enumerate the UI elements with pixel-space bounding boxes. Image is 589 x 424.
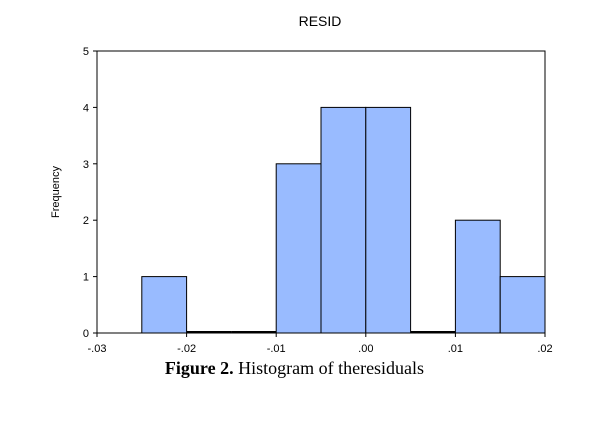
- y-axis: 0 1 2 3 4 5: [83, 46, 97, 340]
- histogram-chart: RESID Frequency 0 1 2 3 4 5 -.03 -.02 -.01 .00 .0…: [50, 13, 553, 355]
- y-tick-label: 3: [83, 159, 89, 171]
- caption-text: Histogram of theresiduals: [233, 358, 425, 378]
- x-tick-label: -.03: [88, 343, 107, 355]
- plot-frame: [96, 50, 546, 334]
- caption-label: Figure 2.: [164, 358, 234, 378]
- chart-title: RESID: [299, 13, 342, 29]
- y-tick-label: 2: [83, 215, 89, 227]
- x-tick-label: .01: [448, 343, 463, 355]
- bars-group: [141, 106, 546, 334]
- x-tick-label: .02: [537, 343, 552, 355]
- y-tick-label: 4: [83, 102, 89, 114]
- y-tick-label: 5: [83, 46, 89, 58]
- x-tick-label: -.02: [177, 343, 196, 355]
- x-axis: -.03 -.02 -.01 .00 .01 .02: [88, 333, 553, 355]
- histogram-bar-8: [499, 276, 546, 334]
- x-tick-label: .00: [358, 343, 373, 355]
- histogram-bar-4: [320, 106, 367, 334]
- x-tick-label: -.01: [267, 343, 286, 355]
- histogram-bar-7: [454, 219, 501, 334]
- figure-caption: Figure 2. Histogram of theresiduals: [0, 358, 589, 379]
- y-tick-label: 0: [83, 328, 89, 340]
- y-axis-label: Frequency: [50, 166, 62, 218]
- histogram-bar-5: [365, 106, 412, 334]
- histogram-bar-3: [275, 163, 322, 334]
- histogram-bar-0: [141, 276, 188, 334]
- y-tick-label: 1: [83, 272, 89, 284]
